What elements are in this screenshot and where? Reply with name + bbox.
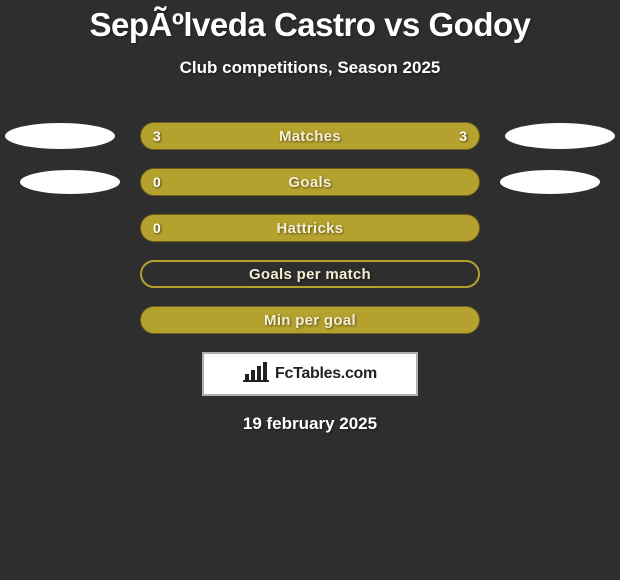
stat-bar: 3 Matches 3 bbox=[140, 122, 480, 150]
stat-left-value: 0 bbox=[153, 220, 161, 236]
stat-bar: Goals per match bbox=[140, 260, 480, 288]
stat-left-value: 0 bbox=[153, 174, 161, 190]
card-subtitle: Club competitions, Season 2025 bbox=[0, 58, 620, 78]
brand-box: FcTables.com bbox=[202, 352, 418, 396]
bars-chart-icon bbox=[243, 362, 269, 387]
stat-label: Hattricks bbox=[277, 220, 344, 237]
stat-right-value: 3 bbox=[459, 128, 467, 144]
stat-row-hattricks: 0 Hattricks bbox=[0, 214, 620, 242]
player-right-marker bbox=[500, 170, 600, 194]
stat-bar: Min per goal bbox=[140, 306, 480, 334]
stat-label: Min per goal bbox=[264, 312, 356, 329]
card-title: SepÃºlveda Castro vs Godoy bbox=[0, 0, 620, 44]
comparison-card: SepÃºlveda Castro vs Godoy Club competit… bbox=[0, 0, 620, 580]
stats-block: 3 Matches 3 0 Goals 0 Hattricks bbox=[0, 122, 620, 334]
player-left-marker bbox=[5, 123, 115, 149]
player-left-marker bbox=[20, 170, 120, 194]
stat-row-matches: 3 Matches 3 bbox=[0, 122, 620, 150]
stat-bar: 0 Hattricks bbox=[140, 214, 480, 242]
stat-row-goals: 0 Goals bbox=[0, 168, 620, 196]
stat-label: Goals bbox=[288, 174, 331, 191]
brand-text: FcTables.com bbox=[275, 365, 377, 383]
stat-left-value: 3 bbox=[153, 128, 161, 144]
player-right-marker bbox=[505, 123, 615, 149]
stat-label: Goals per match bbox=[249, 266, 371, 283]
card-date: 19 february 2025 bbox=[0, 414, 620, 434]
stat-row-goals-per-match: Goals per match bbox=[0, 260, 620, 288]
stat-row-min-per-goal: Min per goal bbox=[0, 306, 620, 334]
stat-label: Matches bbox=[279, 128, 341, 145]
stat-bar: 0 Goals bbox=[140, 168, 480, 196]
